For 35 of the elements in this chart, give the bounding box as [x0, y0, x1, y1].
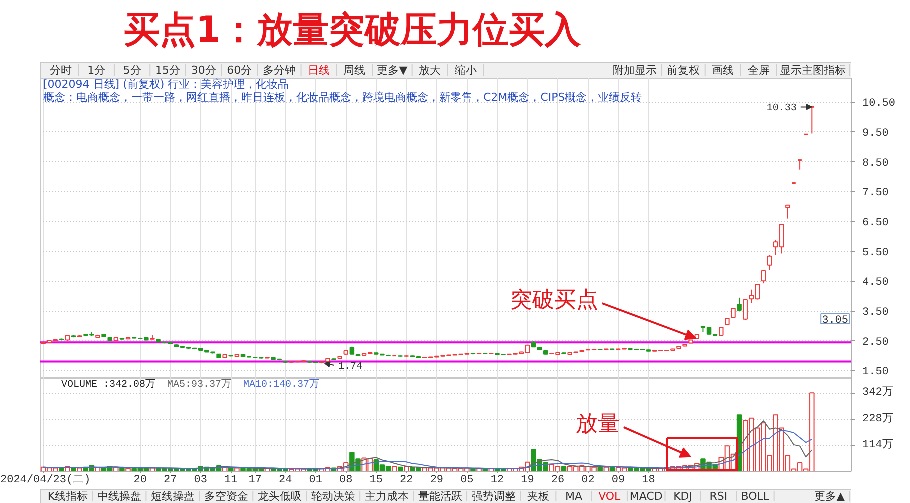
text: KDJ — [674, 490, 693, 503]
text: 龙头低吸 — [258, 490, 302, 503]
text: 周线 — [344, 64, 366, 77]
text: 多空资金 — [204, 490, 248, 503]
text: RSI — [710, 490, 728, 503]
text: 中线操盘 — [97, 490, 142, 503]
text: K线指标 — [48, 490, 88, 503]
text: 更多▲ — [814, 490, 846, 503]
text: 主力成本 — [364, 490, 409, 503]
text: 30分 — [191, 64, 216, 77]
text: 显示主图指标 — [780, 64, 846, 77]
text: 夹板 — [527, 490, 550, 503]
text: BOLL — [741, 490, 770, 503]
text: 日线 — [308, 64, 330, 77]
text: 强势调整 — [472, 490, 516, 503]
text: 1分 — [88, 64, 106, 77]
text: 缩小 — [454, 64, 477, 77]
text: 5分 — [123, 64, 142, 77]
text: 60分 — [227, 64, 252, 77]
text: 放大 — [419, 64, 442, 77]
text: 买点1：放量突破压力位买入 — [124, 10, 582, 51]
text: VOL — [598, 490, 622, 503]
text: 多分钟 — [262, 64, 296, 77]
text: 短线操盘 — [150, 490, 195, 503]
text: 15分 — [156, 64, 181, 77]
text: 画线 — [712, 64, 734, 77]
text: 量能活跃 — [418, 490, 462, 503]
text: MA — [565, 490, 583, 503]
text: 轮动决策 — [311, 490, 356, 503]
text: 全屏 — [748, 64, 770, 77]
text: 分时 — [50, 64, 72, 77]
text: 附加显示 — [612, 64, 657, 77]
text: 前复权 — [667, 64, 700, 77]
text: MACD — [630, 490, 663, 503]
text: 更多▼ — [377, 64, 408, 77]
